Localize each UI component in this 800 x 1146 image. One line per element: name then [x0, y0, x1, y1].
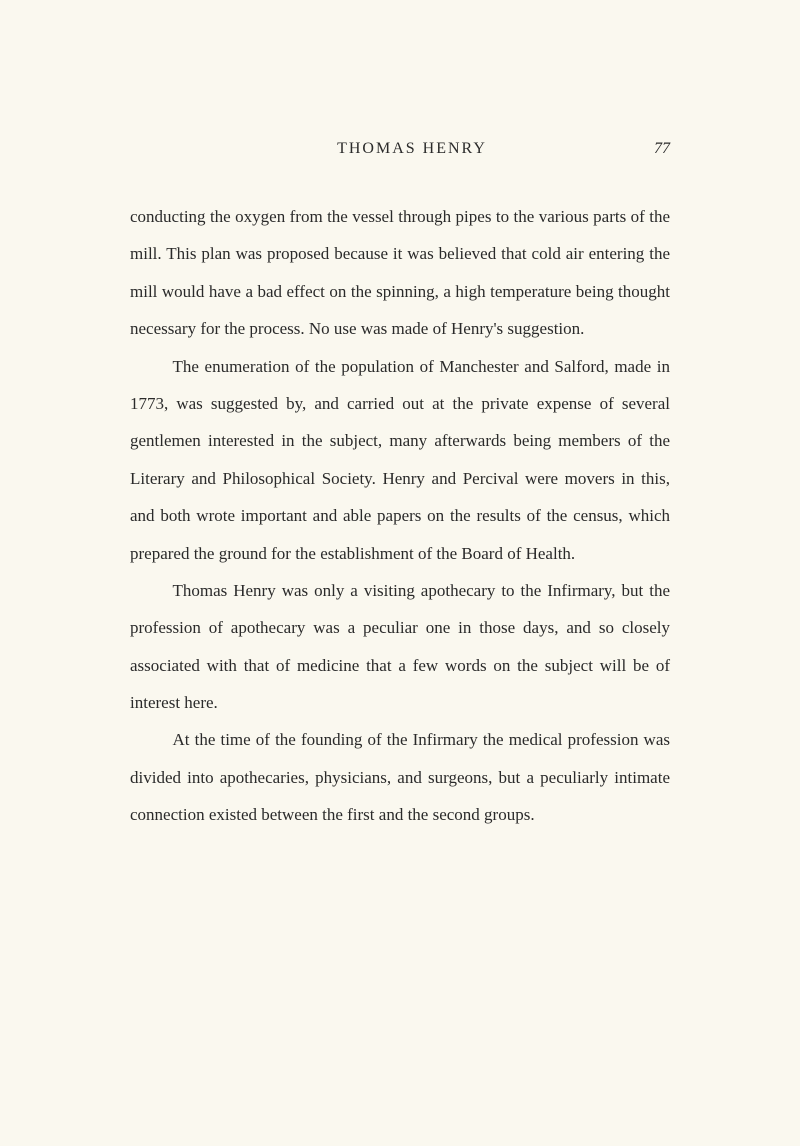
paragraph-2: The enumeration of the population of Man… — [130, 348, 670, 572]
page-container: THOMAS HENRY 77 conducting the oxygen fr… — [0, 0, 800, 894]
page-number: 77 — [654, 140, 670, 158]
paragraph-4: At the time of the founding of the Infir… — [130, 721, 670, 833]
running-title: THOMAS HENRY — [170, 140, 654, 158]
paragraph-1: conducting the oxygen from the vessel th… — [130, 198, 670, 348]
page-header: THOMAS HENRY 77 — [130, 140, 670, 158]
paragraph-3: Thomas Henry was only a visiting apothec… — [130, 572, 670, 722]
body-text: conducting the oxygen from the vessel th… — [130, 198, 670, 834]
